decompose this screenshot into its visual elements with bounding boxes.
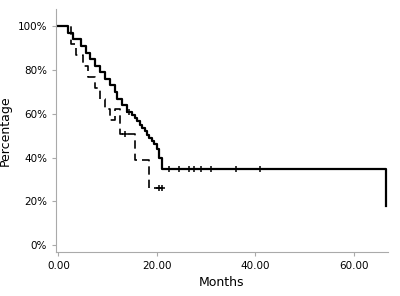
X-axis label: Months: Months (199, 276, 245, 289)
Y-axis label: Percentage: Percentage (0, 95, 12, 165)
